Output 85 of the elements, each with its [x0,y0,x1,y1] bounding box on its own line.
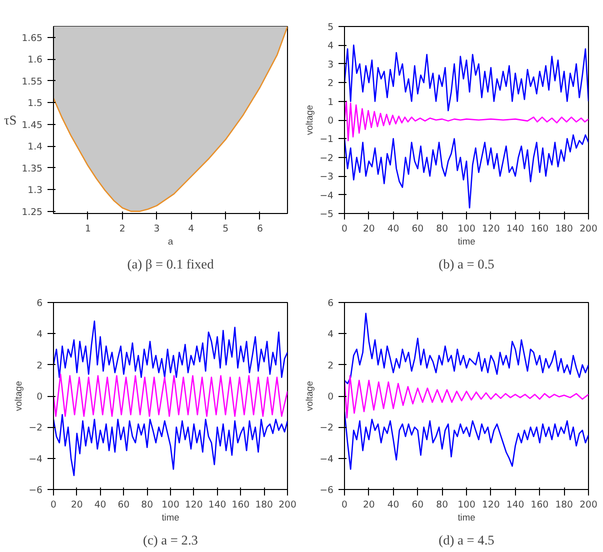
x-tick-label: 140 [506,224,524,234]
y-tick-label: 0 [36,392,43,402]
x-tick-label: 60 [412,500,424,510]
x-tick-label: 160 [232,500,250,510]
x-tick-label: 80 [436,500,448,510]
y-tick-label: 1.35 [22,163,43,174]
x-tick-label: 5 [222,224,229,234]
y-tick-label: 1.3 [28,185,43,196]
y-tick-label: 0 [328,116,334,126]
y-tick-label: −4 [28,454,43,465]
y-tick-label: −2 [320,422,334,434]
x-tick-label: 0 [50,500,57,510]
text: (c) a = 2.3 [143,532,198,548]
x-axis-title: time [162,512,180,522]
y-tick-label: 3 [328,59,334,70]
x-tick-label: 40 [387,500,400,510]
y-axis-title: voltage [304,380,315,412]
x-tick-label: 60 [118,500,130,510]
y-tick-label: 5 [328,22,334,33]
x-tick-label: 20 [362,500,375,510]
y-tick-label: 6 [328,298,334,309]
y-tick-label: 2 [328,78,334,90]
x-tick-label: 160 [530,500,549,510]
x-tick-label: 0 [342,224,348,234]
y-tick-label: 1.65 [22,32,43,44]
x-tick-label: 120 [185,500,203,510]
y-tick-label: −4 [320,190,334,202]
x-tick-label: 4 [188,224,194,234]
x-tick-label: 100 [458,500,476,510]
y-tick-label: 1 [328,96,334,108]
y-tick-label: 1.6 [28,54,43,66]
y-tick-label: 1.5 [28,98,43,110]
y-tick-label: −6 [28,485,43,496]
x-tick-label: 100 [458,224,476,234]
y-tick-label: 2 [328,360,334,372]
x-tick-label: 100 [162,500,180,510]
x-axis-title: time [458,236,476,246]
x-tick-label: 3 [154,224,160,234]
x-tick-label: 120 [482,224,500,234]
x-tick-label: 180 [255,500,274,510]
x-tick-label: 20 [362,224,375,234]
y-tick-label: 4 [36,329,43,340]
x-tick-label: 200 [278,500,296,510]
y-tick-label: −3 [320,172,334,183]
x-tick-label: 140 [208,500,226,510]
x-tick-label: 0 [342,500,348,510]
x-tick-label: 180 [555,224,574,234]
x-tick-label: 160 [530,224,549,234]
y-tick-label: −5 [320,209,334,220]
y-tick-label: −1 [320,134,334,146]
y-tick-label: 4 [328,40,334,52]
y-axis-title: voltage [304,104,315,136]
y-axis-title: τS [4,112,17,128]
text: (b) a = 0.5 [438,256,495,272]
x-tick-label: 2 [119,224,126,234]
y-tick-label: 1.45 [22,120,43,131]
x-tick-label: 40 [387,224,400,234]
x-tick-label: 80 [436,224,448,234]
text: (a) β = 0.1 fixed [127,256,214,272]
x-axis-title: time [458,512,476,522]
y-tick-label: 1.55 [22,76,43,88]
x-tick-label: 60 [412,224,424,234]
text: (d) a = 4.5 [438,532,495,548]
y-axis-title: voltage [14,380,24,412]
y-tick-label: −2 [28,422,43,434]
x-tick-label: 40 [94,500,106,510]
x-tick-label: 200 [580,224,598,234]
y-tick-label: 4 [328,329,334,340]
x-tick-label: 180 [555,500,574,510]
x-axis-title: a [168,236,174,246]
y-tick-label: 6 [36,298,43,309]
x-tick-label: 140 [506,500,524,510]
x-tick-label: 200 [580,500,598,510]
y-tick-label: 2 [36,360,43,372]
y-tick-label: 0 [328,392,334,402]
y-tick-label: −4 [320,454,334,465]
x-tick-label: 80 [141,500,154,510]
x-tick-label: 6 [257,224,264,234]
y-tick-label: −2 [320,152,334,164]
x-tick-label: 120 [482,500,500,510]
x-tick-label: 20 [70,500,83,510]
y-tick-label: 1.4 [28,142,43,153]
x-tick-label: 1 [84,224,91,234]
y-tick-label: −6 [320,485,334,496]
y-tick-label: 1.25 [22,206,43,218]
